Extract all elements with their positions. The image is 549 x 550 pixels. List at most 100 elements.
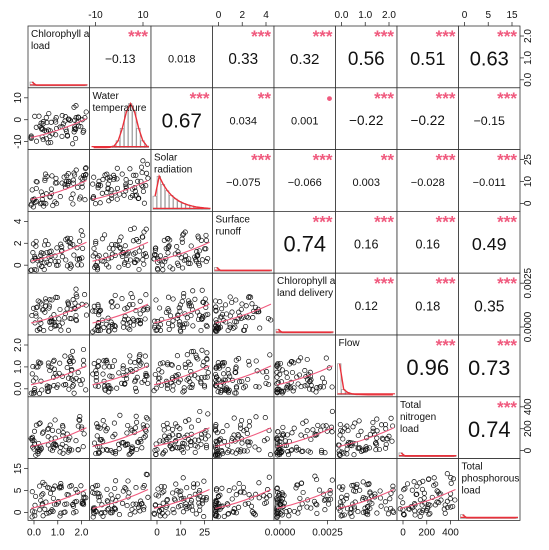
scatter-point: [62, 353, 68, 359]
scatter-point: [283, 370, 289, 376]
variable-label: load: [31, 41, 50, 52]
significance-stars: ***: [436, 27, 456, 46]
scatter-point: [141, 377, 148, 383]
scatter-point: [106, 245, 112, 251]
scatter-point: [422, 500, 428, 506]
scatter-point: [140, 257, 146, 263]
scatter-point: [184, 352, 190, 358]
correlation-value: 0.67: [162, 110, 202, 133]
scatter-point: [45, 434, 51, 440]
scatter-point: [379, 435, 385, 441]
scatter-point: [133, 485, 139, 491]
scatter-point: [313, 501, 319, 507]
scatter-point: [275, 452, 281, 458]
panel-frame: [396, 396, 459, 459]
scatter-point: [195, 375, 201, 381]
panel-frame: [150, 25, 213, 89]
significance-stars: ***: [374, 274, 394, 293]
significance-stars: ***: [497, 336, 517, 355]
scatter-point: [180, 232, 186, 238]
scatter-point: [143, 370, 149, 377]
scatter-point: [199, 500, 205, 507]
scatter-point: [52, 417, 58, 423]
scatter-point: [105, 185, 111, 191]
scatter-point: [97, 437, 103, 443]
panel-frame: [273, 334, 336, 398]
scatter-point: [80, 491, 86, 497]
scatter-point: [73, 487, 79, 493]
scatter-point: [103, 262, 110, 268]
scatter-point: [95, 383, 101, 389]
correlation-value: 0.49: [472, 234, 507, 254]
scatter-point: [49, 448, 55, 454]
scatter-point: [119, 253, 125, 259]
scatter-point: [93, 241, 99, 247]
scatter-point: [274, 381, 280, 387]
scatter-point: [113, 498, 119, 504]
scatter-point: [33, 267, 40, 273]
scatter-point: [450, 476, 457, 482]
scatter-point: [377, 488, 383, 494]
scatter-point: [383, 445, 389, 451]
scatter-point: [91, 174, 97, 180]
scatter-point: [203, 259, 209, 265]
scatter-point: [314, 510, 320, 516]
scatter-point: [155, 493, 161, 499]
scatter-point: [225, 327, 231, 334]
scatter-point: [80, 346, 87, 353]
scatter-point: [28, 435, 34, 442]
scatter-point: [161, 427, 167, 433]
scatter-point: [97, 450, 103, 456]
scatter-point: [114, 165, 120, 171]
scatter-point: [160, 360, 166, 366]
scatter-point: [279, 448, 285, 454]
panel-r6-c4: [273, 396, 336, 459]
variable-label: Chlorophyll a: [277, 276, 336, 287]
scatter-point: [64, 235, 71, 241]
correlation-value: 0.51: [410, 49, 445, 69]
scatter-point: [279, 509, 285, 515]
variable-label: Surface: [216, 214, 251, 225]
scatter-point: [184, 315, 190, 321]
scatter-point: [230, 509, 236, 515]
panel-frame: [27, 25, 90, 89]
scatter-point: [193, 352, 199, 358]
scatter-point: [328, 496, 334, 502]
scatter-point: [66, 447, 72, 453]
bottom-tick-label: 1.0: [51, 527, 65, 538]
panel-r7-c0: [27, 458, 90, 521]
scatter-point: [341, 450, 347, 456]
scatter-point: [295, 381, 301, 387]
scatter-point: [275, 437, 281, 443]
scatter-point: [107, 174, 113, 180]
right-tick-label: 400: [523, 398, 534, 415]
scatter-point: [378, 503, 384, 509]
scatter-point: [63, 444, 69, 450]
panel-r3-c7: *** 0.49: [458, 210, 521, 274]
top-tick-label: 0: [216, 10, 222, 21]
scatter-point: [274, 387, 280, 393]
scatter-point: [291, 425, 297, 431]
scatter-point: [96, 253, 102, 259]
scatter-point: [322, 507, 328, 513]
scatter-point: [123, 181, 129, 187]
scatter-point: [30, 305, 37, 311]
scatter-point: [102, 232, 108, 238]
smooth-line: [153, 241, 210, 262]
significance-stars: ***: [436, 212, 456, 231]
top-tick-label: 5: [485, 10, 491, 21]
scatter-point: [40, 119, 46, 125]
variable-label: land delivery: [277, 288, 333, 299]
scatter-point: [108, 299, 114, 305]
scatter-point: [177, 302, 183, 308]
scatter-point: [109, 299, 115, 305]
significance-stars: ***: [190, 89, 210, 108]
scatter-point: [97, 493, 103, 500]
significance-stars: ***: [313, 151, 333, 170]
scatter-point: [231, 415, 237, 421]
scatter-point: [68, 240, 74, 247]
scatter-point: [161, 237, 167, 243]
scatter-point: [131, 251, 137, 257]
scatter-point: [253, 384, 259, 390]
scatter-point: [107, 177, 113, 183]
